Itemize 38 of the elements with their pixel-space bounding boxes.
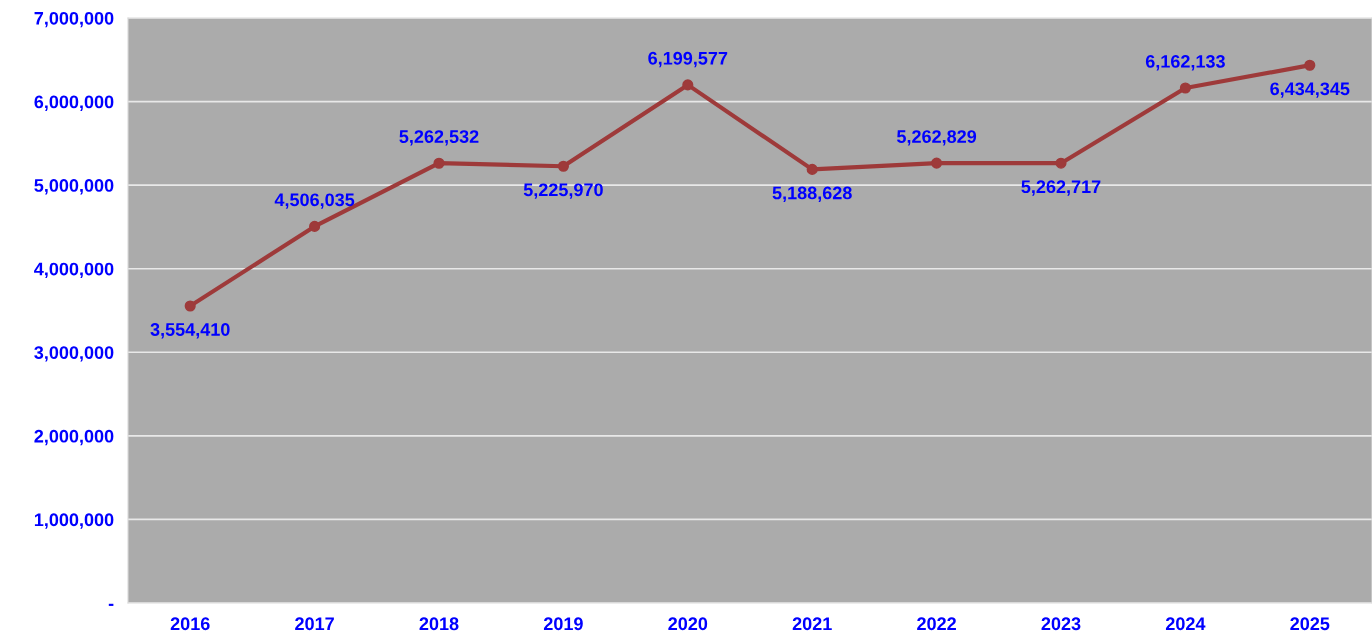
data-label: 6,162,133 [1145,55,1225,71]
y-tick-label: 2,000,000 [34,429,114,446]
y-tick-label: 1,000,000 [34,513,114,529]
point [931,157,943,169]
x-tick-label: 2019 [543,617,583,631]
point [184,300,196,312]
data-label: 3,554,410 [150,323,230,339]
x-tick-label: 2023 [1041,617,1081,631]
y-tick-label: - [108,603,114,606]
data-label: 6,434,345 [1270,82,1350,98]
data-label: 5,188,628 [772,186,852,202]
point [1304,59,1316,71]
y-tick-label: 3,000,000 [34,346,114,362]
point [557,160,569,172]
x-tick-label: 2022 [917,617,956,631]
point [806,163,818,175]
x-tick-label: 2018 [419,617,459,631]
x-tick-label: 2024 [1165,617,1206,631]
point [1055,157,1067,169]
y-tick-label: 6,000,000 [34,95,114,111]
x-tick-label: 2021 [792,617,832,631]
data-label: 5,262,532 [399,130,479,146]
data-label: 5,225,970 [523,183,603,199]
point [1179,82,1191,94]
x-tick-label: 2025 [1290,617,1330,631]
data-label: 5,262,717 [1021,180,1101,196]
x-tick-label: 2020 [668,617,708,631]
x-tick-label: 2017 [295,617,334,631]
data-label: 6,199,577 [648,51,728,68]
point [682,79,694,91]
data-label: 5,262,829 [897,130,977,146]
x-tick-label: 2016 [170,617,210,631]
y-tick-label: 4,000,000 [34,262,114,279]
y-tick-label: 7,000,000 [34,11,114,28]
data-label: 4,506,035 [274,193,355,209]
y-tick-label: 5,000,000 [34,179,114,195]
point [309,220,321,232]
point [433,157,445,169]
